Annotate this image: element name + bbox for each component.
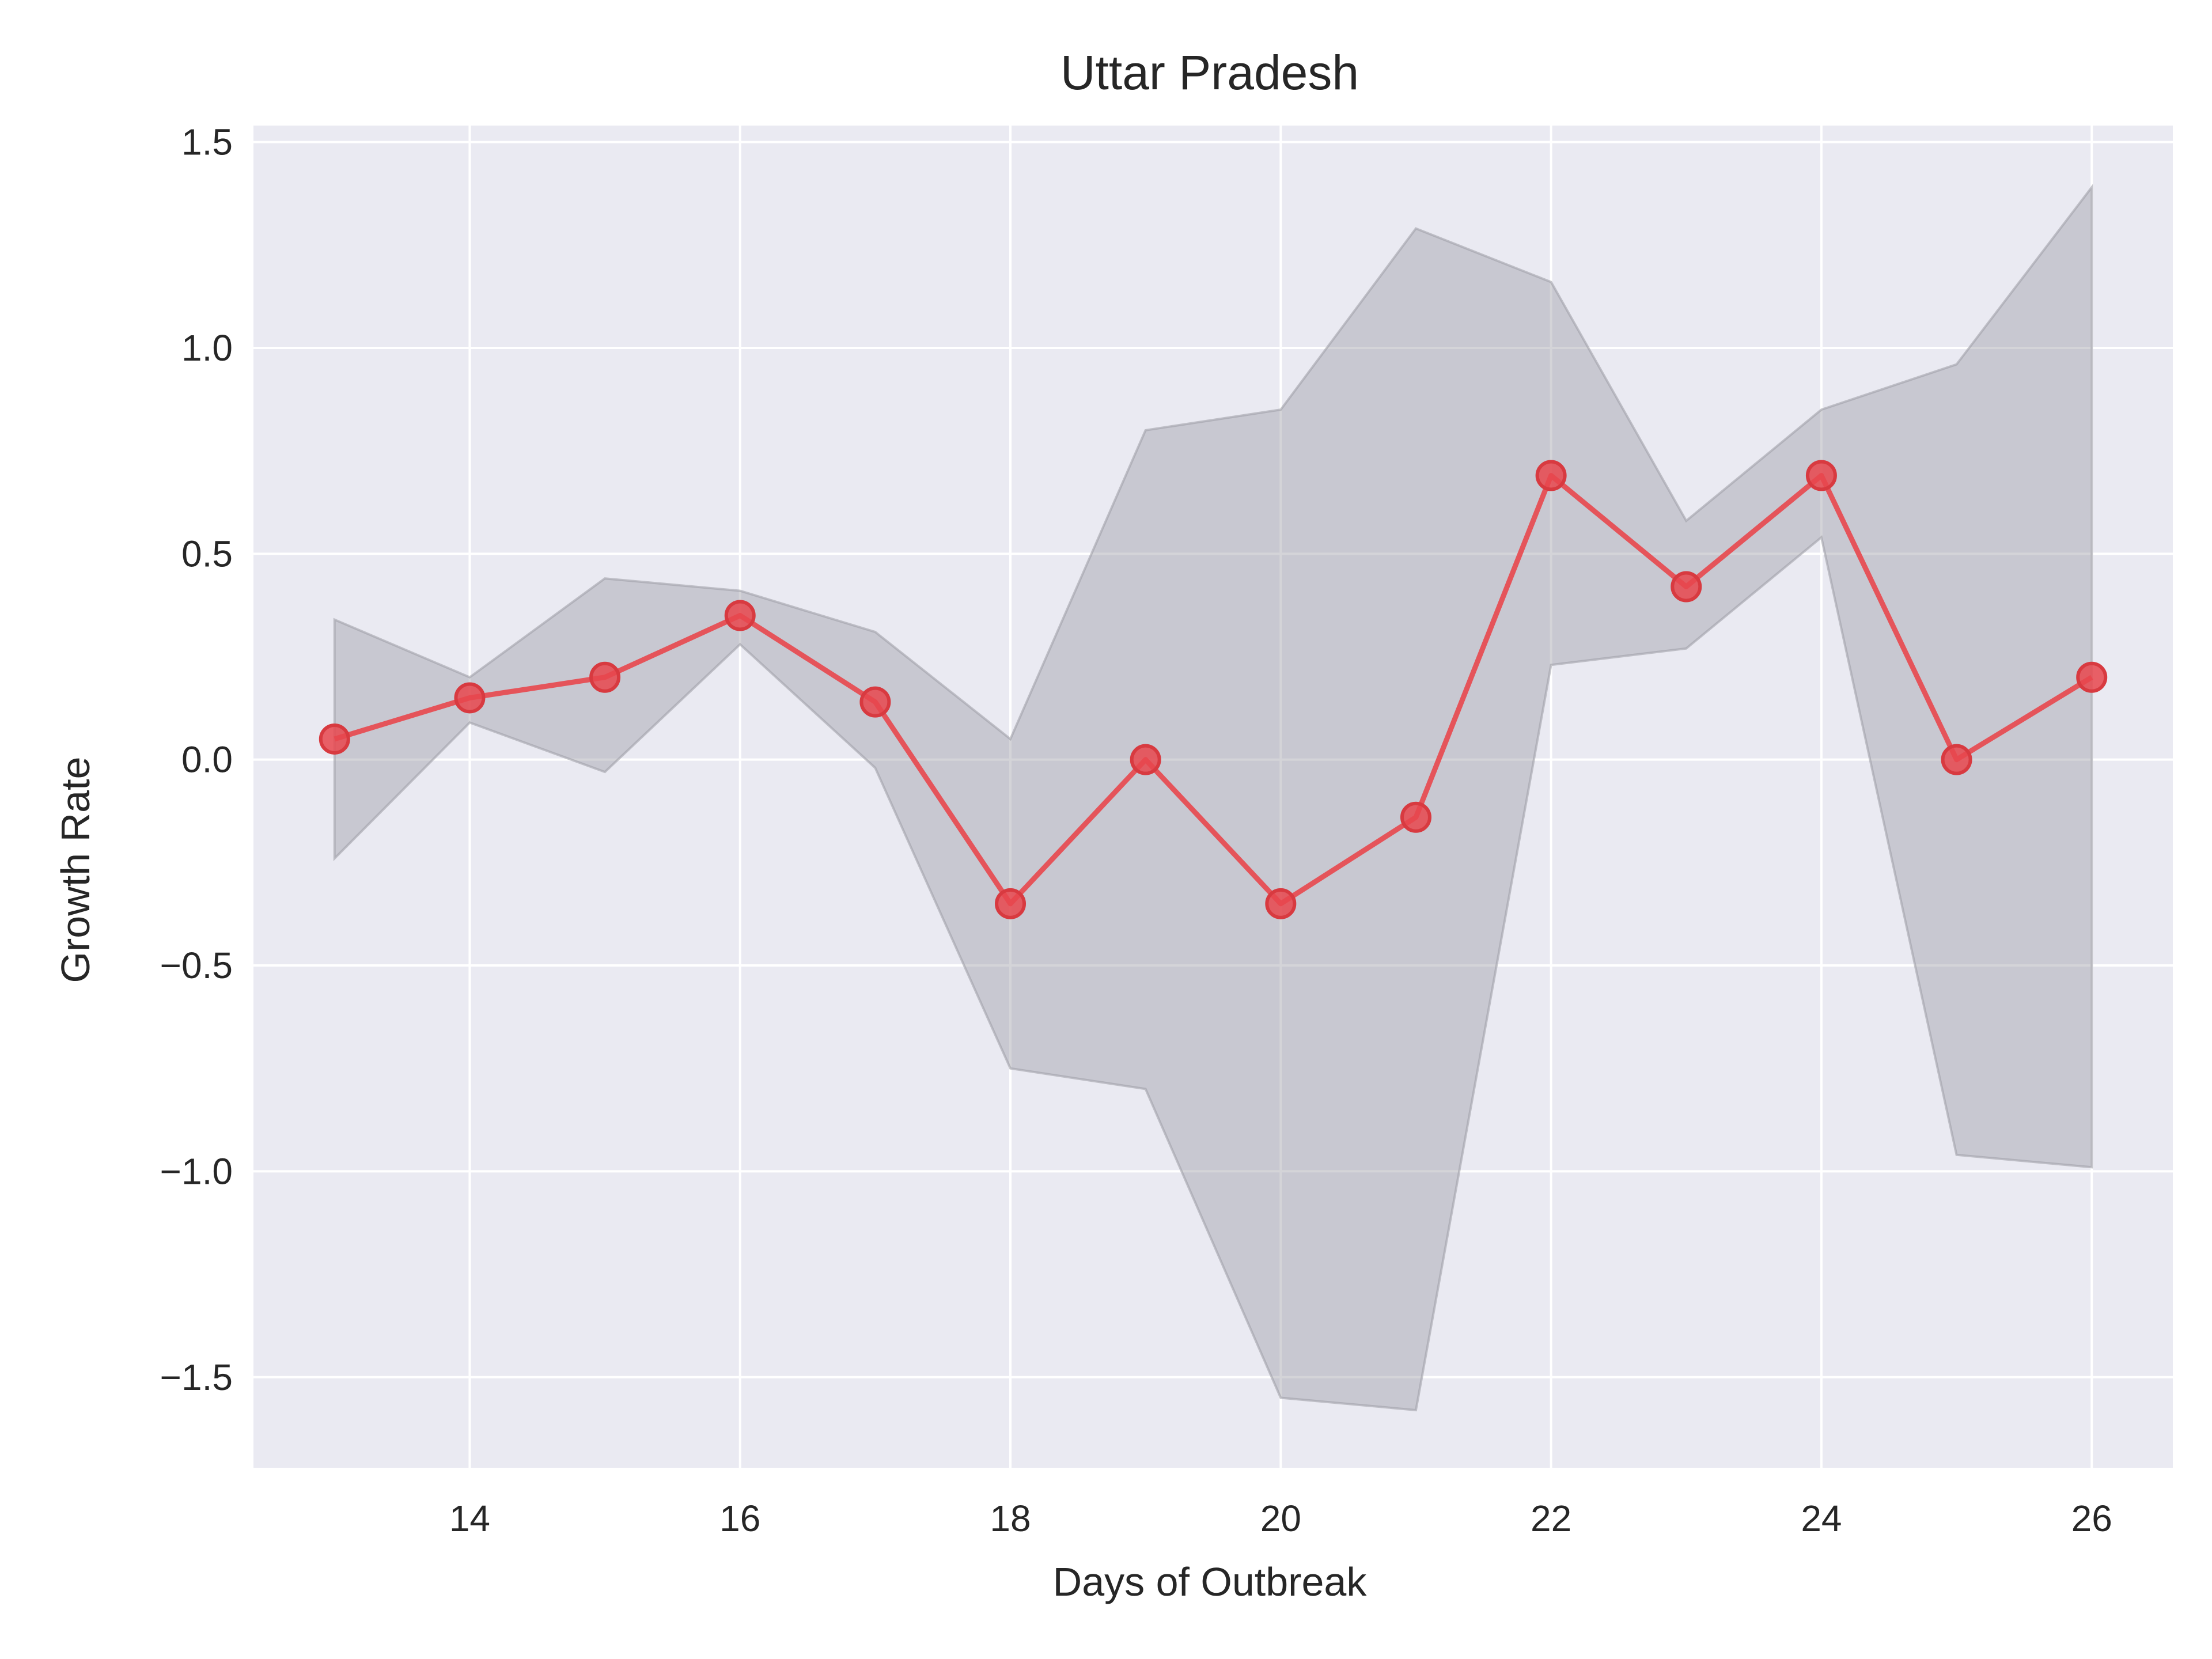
data-point <box>2076 661 2108 693</box>
data-point <box>589 661 621 693</box>
series-line-layer <box>334 473 2093 907</box>
y-tick-label: 0.5 <box>181 533 233 574</box>
x-tick-label: 22 <box>1531 1498 1571 1539</box>
grid-lines <box>253 126 2173 1468</box>
chart-title: Uttar Pradesh <box>1060 46 1359 100</box>
confidence-band-layer <box>333 184 2093 1412</box>
x-axis-label: Days of Outbreak <box>1053 1559 1368 1604</box>
data-point <box>319 723 350 755</box>
y-tick-label: −0.5 <box>160 945 233 986</box>
y-tick-label: 1.5 <box>181 122 233 163</box>
data-point <box>1400 801 1431 833</box>
data-point <box>1941 744 1972 775</box>
x-tick-label: 16 <box>719 1498 760 1539</box>
x-tick-label: 24 <box>1801 1498 1842 1539</box>
x-tick-label: 20 <box>1260 1498 1301 1539</box>
x-tick-labels: 14 16 18 20 22 24 26 <box>449 1498 2112 1539</box>
y-axis-label: Growth Rate <box>53 757 98 983</box>
y-tick-label: 1.0 <box>181 327 233 369</box>
data-point <box>1671 571 1702 603</box>
data-point <box>1805 460 1837 491</box>
data-point <box>1535 460 1567 491</box>
y-tick-label: −1.5 <box>160 1357 233 1398</box>
data-points-layer <box>319 460 2108 919</box>
data-point <box>859 686 891 718</box>
data-point <box>454 682 486 714</box>
data-point <box>1130 744 1161 775</box>
y-tick-label: −1.0 <box>160 1150 233 1192</box>
x-tick-label: 14 <box>449 1498 490 1539</box>
data-point <box>1265 888 1297 919</box>
data-point <box>724 600 756 631</box>
confidence-band <box>333 184 2093 1412</box>
data-point <box>995 888 1027 919</box>
x-tick-label: 26 <box>2071 1498 2112 1539</box>
y-tick-label: 0.0 <box>181 739 233 781</box>
y-tick-labels: 1.5 1.0 0.5 0.0 −0.5 −1.0 −1.5 <box>160 122 233 1398</box>
series-line <box>334 473 2093 907</box>
x-tick-label: 18 <box>990 1498 1031 1539</box>
